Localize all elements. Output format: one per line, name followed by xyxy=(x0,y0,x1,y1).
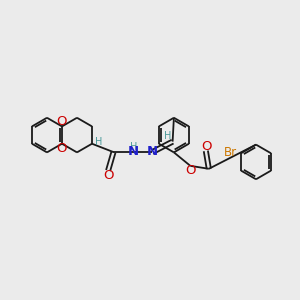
Text: H: H xyxy=(130,142,137,152)
Text: O: O xyxy=(186,164,196,177)
Text: O: O xyxy=(56,115,67,128)
Text: Br: Br xyxy=(224,146,237,159)
Text: H: H xyxy=(164,131,171,141)
Text: O: O xyxy=(103,169,113,182)
Text: H: H xyxy=(95,137,102,147)
Text: O: O xyxy=(201,140,211,153)
Text: O: O xyxy=(56,142,67,155)
Text: N: N xyxy=(147,145,158,158)
Text: N: N xyxy=(128,145,139,158)
